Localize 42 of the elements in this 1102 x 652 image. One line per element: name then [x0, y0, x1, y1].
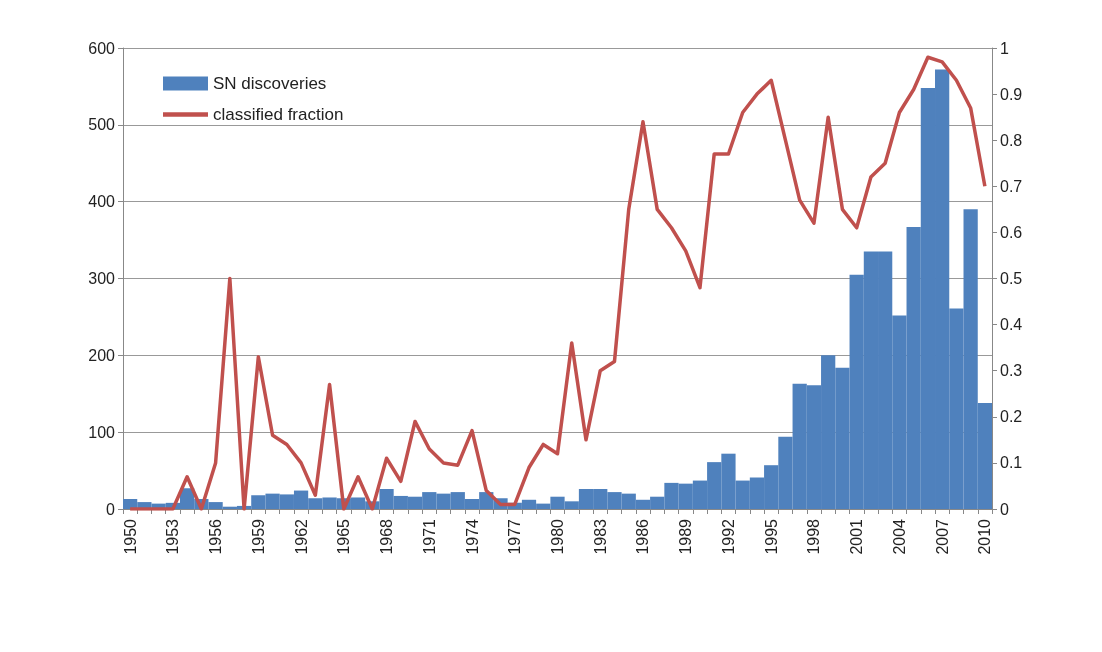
y-tick-label: 500 — [88, 116, 116, 134]
x-tick-label: 1974 — [463, 518, 481, 555]
y2-tick-label: 1 — [1000, 39, 1009, 57]
x-tick-label: 1983 — [591, 518, 609, 555]
x-tick-label: 1959 — [249, 518, 267, 555]
x-tick-label: 1968 — [378, 518, 396, 555]
x-tick-label: 1950 — [121, 518, 139, 555]
x-tick-label: 1977 — [506, 518, 524, 555]
x-tick-label: 1962 — [292, 518, 310, 555]
y2-tick-label: 0.8 — [1000, 131, 1023, 149]
x-tick-label: 2001 — [848, 518, 866, 555]
x-tick-label: 2010 — [976, 518, 994, 555]
y2-tick-label: 0.2 — [1000, 408, 1023, 426]
x-tick-label: 1956 — [207, 518, 225, 555]
y-tick-label: 600 — [88, 39, 116, 57]
x-tick-label: 1992 — [719, 518, 737, 555]
x-tick-label: 2007 — [933, 518, 951, 555]
y-tick-label: 200 — [88, 346, 116, 364]
x-tick-label: 1986 — [634, 518, 652, 555]
line-series — [128, 55, 987, 511]
y2-tick-label: 0.6 — [1000, 223, 1023, 241]
y-tick-label: 400 — [88, 193, 116, 211]
x-tick-label: 1995 — [762, 518, 780, 555]
y2-tick-label: 0 — [1000, 500, 1009, 518]
x-tick-label: 1971 — [420, 518, 438, 555]
y-tick-label: 100 — [88, 423, 116, 441]
y2-tick-label: 0.3 — [1000, 362, 1023, 380]
legend-label: classified fraction — [213, 105, 344, 124]
y2-tick-label: 0.9 — [1000, 85, 1023, 103]
y2-tick-label: 0.5 — [1000, 270, 1023, 287]
y2-tick-label: 0.1 — [1000, 454, 1023, 472]
x-tick-label: 1953 — [164, 518, 182, 555]
legend-label: SN discoveries — [213, 74, 327, 93]
y-tick-label: 300 — [88, 270, 116, 287]
x-tick-label: 1965 — [335, 518, 353, 555]
y2-tick-label: 0.7 — [1000, 177, 1023, 195]
y-tick-label: 0 — [106, 500, 116, 518]
x-tick-label: 2004 — [890, 518, 908, 555]
x-tick-label: 1998 — [805, 518, 823, 555]
x-tick-label: 1980 — [549, 518, 566, 555]
y2-tick-label: 0.4 — [1000, 316, 1023, 334]
x-tick-label: 1989 — [677, 518, 695, 555]
